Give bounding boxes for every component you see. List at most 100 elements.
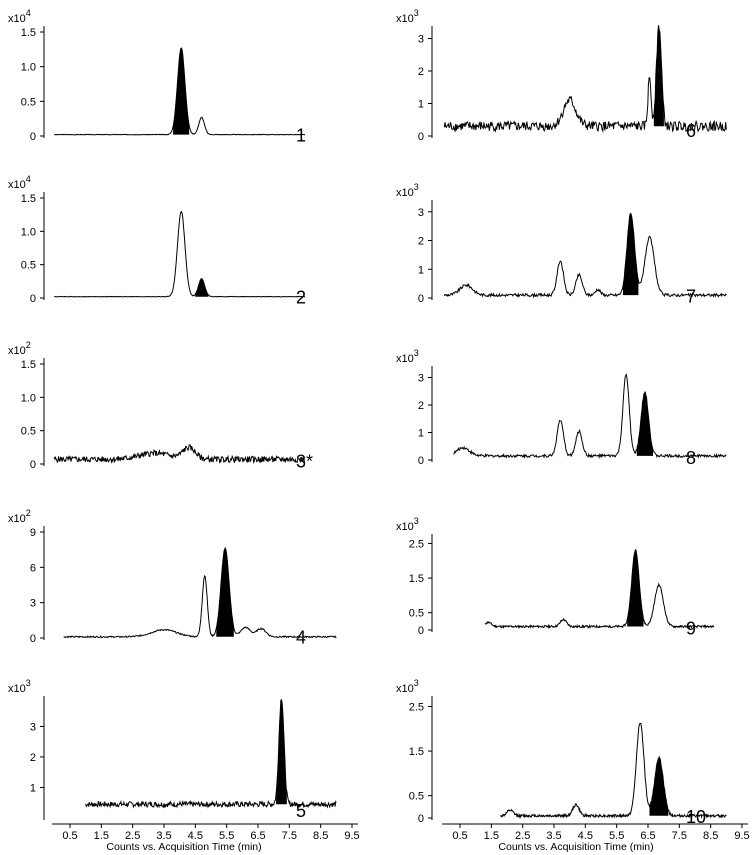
x-tick-label: 6.5: [640, 830, 655, 842]
y-multiplier-label: x102: [8, 340, 31, 357]
y-multiplier-exponent: 3: [414, 348, 419, 358]
y-tick-label: 0.5: [409, 608, 424, 620]
y-tick-label: 9: [30, 527, 36, 539]
chromatogram-trace: [54, 211, 306, 298]
y-multiplier-base: x10: [8, 179, 26, 191]
y-tick-label: 3: [418, 207, 424, 219]
y-tick-label: 1.5: [409, 746, 424, 758]
chromatogram-trace: [53, 444, 306, 465]
x-tick-label: 0.5: [62, 830, 77, 842]
panel-number-label: 7: [686, 287, 696, 307]
x-tick-label: 1.5: [94, 830, 109, 842]
filled-peak-area: [195, 278, 209, 297]
x-tick-label: 5.5: [609, 830, 624, 842]
y-multiplier-base: x10: [396, 521, 414, 533]
y-multiplier-exponent: 2: [26, 508, 31, 518]
y-tick-label: 0: [30, 633, 36, 645]
y-tick-label: 1.0: [21, 62, 36, 74]
chromatogram-trace: [443, 212, 727, 299]
chromatogram-trace: [443, 25, 727, 133]
y-tick-label: 3: [30, 721, 36, 733]
y-tick-label: 0: [30, 459, 36, 471]
y-tick-label: 1.5: [21, 193, 36, 205]
panel-number-label: 4: [296, 627, 306, 647]
chromatogram-panel-9: x103 0 0.5 1.5 2.5 9: [396, 516, 715, 638]
x-tick-label: 1.5: [484, 830, 499, 842]
chromatogram-panel-10: x103 0 0.5 1.5 2.5 10: [396, 678, 727, 827]
chromatogram-trace: [453, 373, 727, 460]
panel-number-label: 5: [296, 801, 306, 821]
y-multiplier-label: x103: [396, 182, 419, 199]
chromatogram-trace: [85, 698, 337, 809]
x-axis-label-right: Counts vs. Acquisition Time (min): [498, 841, 653, 853]
filled-peak-area: [216, 548, 234, 637]
x-tick-label: 3.5: [546, 830, 561, 842]
y-multiplier-exponent: 3: [414, 516, 419, 526]
y-tick-label: 1: [30, 782, 36, 794]
y-multiplier-exponent: 3: [26, 678, 31, 688]
x-tick-label: 6.5: [250, 830, 265, 842]
y-tick-label: 0: [30, 131, 36, 143]
filled-peak-area: [276, 699, 287, 805]
y-tick-label: 1.5: [21, 359, 36, 371]
panel-number-label: 10: [686, 807, 706, 827]
x-tick-label: 2.5: [125, 830, 140, 842]
y-tick-label: 2: [418, 400, 424, 412]
filled-peak-area: [649, 756, 669, 816]
y-multiplier-label: x104: [8, 8, 31, 25]
y-multiplier-base: x10: [396, 353, 414, 365]
x-tick-label: 0.5: [452, 830, 467, 842]
filled-peak-area: [653, 25, 664, 127]
y-multiplier-label: x103: [8, 678, 31, 695]
chromatogram-trace: [484, 549, 715, 630]
x-tick-label: 4.5: [578, 830, 593, 842]
y-multiplier-exponent: 3: [414, 8, 419, 18]
y-multiplier-base: x10: [8, 13, 26, 25]
y-tick-label: 0.5: [21, 260, 36, 272]
y-multiplier-base: x10: [8, 683, 26, 695]
y-multiplier-label: x103: [396, 678, 419, 695]
y-tick-label: 1.5: [409, 573, 424, 585]
chromatogram-panel-4: x102 0 3 6 9 4: [8, 508, 337, 647]
y-tick-label: 1: [418, 428, 424, 440]
panel-number-label: 2: [296, 287, 306, 307]
panels-layer: x10400.51.01.51x10400.51.01.52x10200.51.…: [8, 8, 750, 842]
y-multiplier-base: x10: [396, 683, 414, 695]
x-axis-label-left: Counts vs. Acquisition Time (min): [106, 841, 261, 853]
chromatogram-trace: [500, 723, 727, 819]
y-multiplier-base: x10: [396, 13, 414, 25]
filled-peak-area: [173, 48, 190, 135]
y-multiplier-exponent: 4: [26, 8, 31, 18]
panel-number-label: 1: [296, 125, 306, 145]
y-multiplier-label: x103: [396, 516, 419, 533]
filled-peak-area: [636, 391, 653, 456]
x-tick-label: 3.5: [156, 830, 171, 842]
y-tick-label: 1: [418, 99, 424, 111]
y-tick-label: 0: [418, 131, 424, 143]
y-tick-label: 2: [30, 752, 36, 764]
y-tick-label: 0.5: [21, 426, 36, 438]
x-tick-label: 8.5: [703, 830, 718, 842]
y-multiplier-label: x104: [8, 174, 31, 191]
x-tick-label: 8.5: [313, 830, 328, 842]
panel-number-label: 9: [686, 618, 696, 638]
y-multiplier-label: x103: [396, 8, 419, 25]
y-tick-label: 0: [418, 625, 424, 637]
x-tick-label: 7.5: [282, 830, 297, 842]
y-tick-label: 0: [30, 293, 36, 305]
chromatogram-panel-3*: x102 0 0.5 1.0 1.5 3*: [8, 340, 313, 472]
x-axis-left: 0.5 1.5 2.5 3.5 4.5 5.5 6.5 7.5 8.5 9.5: [52, 823, 360, 842]
y-tick-label: 0: [418, 293, 424, 305]
panel-number-label: 6: [686, 121, 696, 141]
y-tick-label: 6: [30, 562, 36, 574]
chromatogram-panel-1: x104 0 0.5 1.0 1.5 1: [8, 8, 306, 145]
y-tick-label: 3: [418, 373, 424, 385]
x-tick-label: 9.5: [734, 830, 749, 842]
y-multiplier-base: x10: [8, 513, 26, 525]
y-multiplier-base: x10: [8, 345, 26, 357]
y-tick-label: 3: [30, 598, 36, 610]
